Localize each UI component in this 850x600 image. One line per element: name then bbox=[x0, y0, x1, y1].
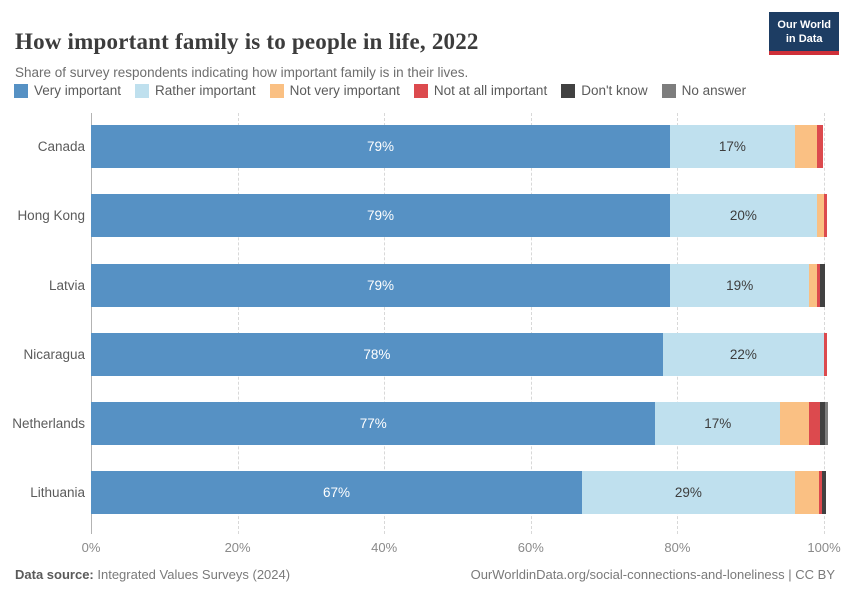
legend-item-label: Very important bbox=[34, 83, 122, 98]
bar-value-label: 17% bbox=[704, 416, 732, 431]
legend-item-label: No answer bbox=[681, 83, 747, 98]
bar-segment-not-at-all-important[interactable] bbox=[818, 471, 822, 514]
legend-swatch-icon bbox=[269, 83, 284, 98]
bar-segment-not-very-important[interactable] bbox=[794, 125, 818, 168]
owid-logo-line1: Our World bbox=[777, 19, 831, 31]
page-title: How important family is to people in lif… bbox=[15, 29, 479, 55]
category-label-latvia: Latvia bbox=[48, 278, 85, 293]
legend-item-label: Rather important bbox=[155, 83, 256, 98]
credit-link[interactable]: OurWorldinData.org/social-connections-an… bbox=[470, 567, 835, 582]
gridline-20 bbox=[237, 113, 239, 534]
legend-swatch-icon bbox=[14, 83, 28, 98]
data-source-note: Data source: Integrated Values Surveys (… bbox=[15, 567, 290, 582]
bar-segment-not-very-important[interactable] bbox=[809, 264, 818, 307]
bar-segment-very-important[interactable]: 79% bbox=[91, 125, 671, 168]
bar-segment-don-t-know[interactable] bbox=[821, 471, 827, 514]
bar-segment-don-t-know[interactable] bbox=[819, 402, 826, 445]
bar-segment-not-at-all-important[interactable] bbox=[817, 264, 820, 307]
x-tick-label: 20% bbox=[224, 540, 251, 555]
bar-segment-not-at-all-important[interactable] bbox=[824, 194, 827, 237]
category-label-nicaragua: Nicaragua bbox=[23, 347, 85, 362]
bar-value-label: 78% bbox=[363, 347, 391, 362]
bar-segment-rather-important[interactable]: 29% bbox=[582, 471, 795, 514]
bar-segment-not-very-important[interactable] bbox=[816, 194, 824, 237]
bar-segment-rather-important[interactable]: 17% bbox=[655, 402, 781, 445]
legend-swatch-icon bbox=[413, 83, 428, 98]
bar-value-label: 19% bbox=[726, 278, 754, 293]
category-label-hong-kong: Hong Kong bbox=[17, 208, 85, 223]
bar-value-label: 79% bbox=[367, 139, 395, 154]
data-source-value: Integrated Values Surveys (2024) bbox=[93, 567, 291, 582]
legend-item-no-answer[interactable]: No answer bbox=[661, 83, 747, 98]
x-tick-label: 60% bbox=[517, 540, 544, 555]
bar-value-label: 17% bbox=[718, 139, 746, 154]
bar-value-label: 67% bbox=[323, 485, 351, 500]
gridline-40 bbox=[384, 113, 386, 534]
chart-footer: Data source: Integrated Values Surveys (… bbox=[15, 567, 835, 582]
bar-segment-rather-important[interactable]: 17% bbox=[670, 125, 795, 168]
category-label-lithuania: Lithuania bbox=[30, 485, 85, 500]
x-tick-label: 0% bbox=[81, 540, 101, 555]
owid-logo-line2: in Data bbox=[785, 33, 823, 46]
legend: Very important Rather important Not very i… bbox=[14, 83, 746, 98]
gridline-60 bbox=[530, 113, 532, 534]
legend-item-very-important[interactable]: Very important bbox=[14, 83, 121, 98]
legend-item-don-t-know[interactable]: Don't know bbox=[561, 83, 648, 98]
bar-value-label: 79% bbox=[367, 208, 395, 223]
bar-segment-not-very-important[interactable] bbox=[794, 471, 819, 514]
bar-segment-very-important[interactable]: 77% bbox=[91, 402, 656, 445]
bar-segment-rather-important[interactable]: 19% bbox=[670, 264, 810, 307]
bar-segment-not-at-all-important[interactable] bbox=[809, 402, 820, 445]
bar-segment-very-important[interactable]: 79% bbox=[91, 264, 671, 307]
bar-segment-rather-important[interactable]: 20% bbox=[670, 194, 817, 237]
bar-segment-very-important[interactable]: 79% bbox=[91, 194, 671, 237]
bar-value-label: 29% bbox=[674, 485, 702, 500]
bar-segment-no-answer[interactable] bbox=[825, 402, 828, 445]
gridline-80 bbox=[677, 113, 679, 534]
bar-segment-not-at-all-important[interactable] bbox=[817, 125, 824, 168]
bar-segment-very-important[interactable]: 67% bbox=[91, 471, 583, 514]
x-tick-label: 80% bbox=[664, 540, 691, 555]
bar-segment-not-very-important[interactable] bbox=[780, 402, 810, 445]
owid-logo[interactable]: Our World in Data bbox=[769, 12, 839, 55]
legend-swatch-icon bbox=[135, 83, 150, 98]
legend-item-label: Not at all important bbox=[433, 83, 548, 98]
bar-segment-don-t-know[interactable] bbox=[819, 264, 826, 307]
legend-item-label: Don't know bbox=[581, 83, 648, 98]
legend-item-not-very-important[interactable]: Not very important bbox=[269, 83, 400, 98]
category-label-netherlands: Netherlands bbox=[12, 416, 85, 431]
legend-item-label: Not very important bbox=[289, 83, 400, 98]
legend-item-rather-important[interactable]: Rather important bbox=[135, 83, 256, 98]
bar-segment-very-important[interactable]: 78% bbox=[91, 333, 663, 376]
legend-swatch-icon bbox=[661, 83, 676, 98]
chart-subtitle: Share of survey respondents indicating h… bbox=[15, 64, 469, 80]
bar-value-label: 22% bbox=[729, 347, 757, 362]
bar-value-label: 20% bbox=[729, 208, 757, 223]
legend-item-not-at-all-important[interactable]: Not at all important bbox=[413, 83, 548, 98]
data-source-label: Data source: bbox=[15, 567, 94, 582]
bar-value-label: 79% bbox=[367, 278, 395, 293]
legend-swatch-icon bbox=[561, 83, 576, 98]
x-tick-label: 100% bbox=[807, 540, 841, 555]
x-tick-label: 40% bbox=[371, 540, 398, 555]
gridline-100 bbox=[824, 113, 825, 534]
bar-segment-not-at-all-important[interactable] bbox=[824, 333, 827, 376]
category-label-canada: Canada bbox=[37, 139, 85, 154]
bar-value-label: 77% bbox=[359, 416, 387, 431]
y-axis-line bbox=[91, 113, 92, 534]
bar-segment-rather-important[interactable]: 22% bbox=[662, 333, 824, 376]
